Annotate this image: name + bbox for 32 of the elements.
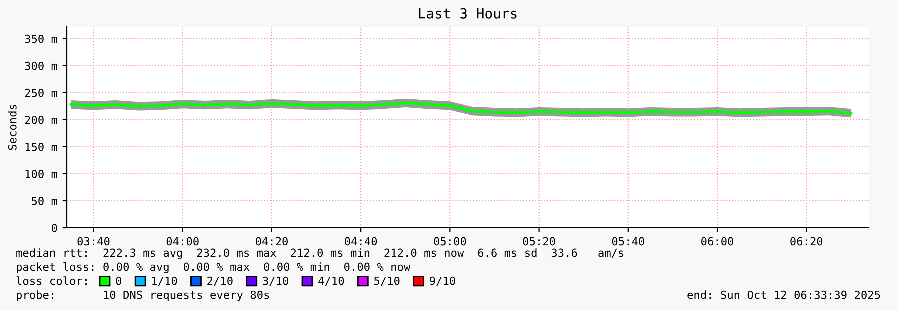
text: packet loss: 0.00 % avg 0.00 % max 0.00 % min 0.00 % now bbox=[17, 262, 411, 274]
x-tick-label: 06:20 bbox=[790, 237, 823, 246]
legend-label: 3/10 bbox=[263, 276, 288, 286]
y-tick-label: 0 bbox=[52, 224, 58, 232]
legend-label: 4/10 bbox=[318, 276, 344, 286]
x-tick-label: 05:40 bbox=[612, 237, 644, 246]
y-tick-label: 300 m bbox=[25, 62, 58, 70]
x-tick-label: 03:40 bbox=[78, 237, 110, 246]
x-tick-label: 04:40 bbox=[345, 237, 378, 246]
legend-label: 2/10 bbox=[208, 276, 233, 286]
x-tick-label: 05:00 bbox=[434, 237, 466, 246]
y-tick-label: 100 m bbox=[26, 170, 58, 178]
line-series bbox=[70, 102, 853, 115]
chart-title: Last 3 Hours bbox=[419, 8, 517, 19]
y-axis-title: Seconds bbox=[8, 105, 17, 150]
y-tick-label: 200 m bbox=[25, 116, 58, 124]
legend-label: 1/10 bbox=[152, 276, 178, 286]
text: median rtt: 222.3 ms avg 232.0 ms max 212.0 ms min 212.0 ms now 6.6 ms sd 33.6 am/s bbox=[16, 248, 624, 260]
legend-label: 5/10 bbox=[374, 276, 400, 286]
x-tick-label: 06:00 bbox=[702, 237, 734, 246]
text: probe: 10 DNS requests every 80s bbox=[17, 290, 270, 302]
x-tick-label: 04:00 bbox=[166, 237, 199, 246]
text: end: Sun Oct 12 06:33:39 2025 bbox=[688, 290, 880, 300]
y-tick-label: 50 m bbox=[32, 196, 58, 206]
legend-label: 0 bbox=[116, 276, 122, 286]
x-tick-label: 04:20 bbox=[256, 237, 288, 246]
legend-title: loss color: bbox=[16, 276, 87, 286]
y-tick-label: 350 m bbox=[25, 34, 58, 44]
legend-label: 9/10 bbox=[430, 276, 456, 286]
x-tick-label: 05:20 bbox=[523, 237, 556, 246]
y-tick-label: 150 m bbox=[26, 142, 58, 152]
y-tick-label: 250 m bbox=[25, 88, 58, 98]
